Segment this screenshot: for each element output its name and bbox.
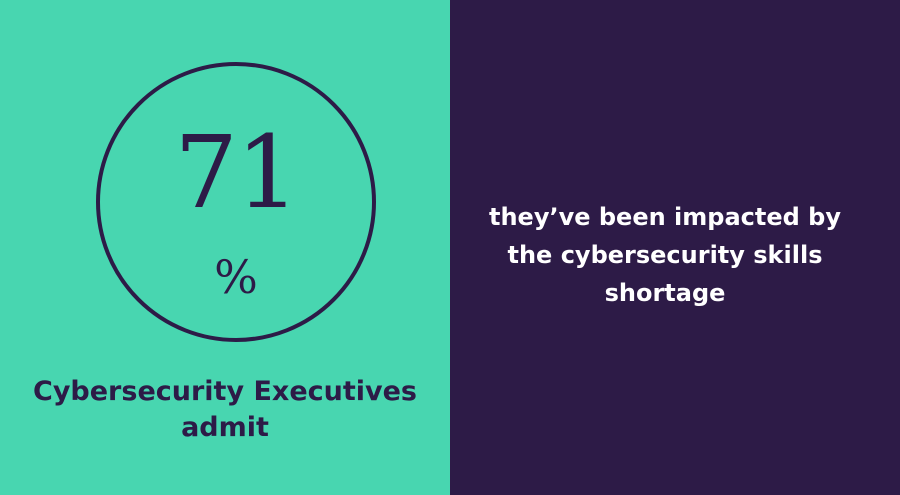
stat-percent-sign: % xyxy=(214,250,258,304)
left-caption-line-1: Cybersecurity Executives xyxy=(33,376,417,407)
right-caption-line-2: the cybersecurity skills xyxy=(507,241,823,269)
right-caption-line-1: they’ve been impacted by xyxy=(489,203,841,231)
right-caption: they’ve been impacted by the cybersecuri… xyxy=(450,198,880,312)
right-panel xyxy=(450,0,900,495)
left-caption-line-2: admit xyxy=(181,412,269,443)
right-caption-line-3: shortage xyxy=(604,279,726,307)
left-panel: 71 % xyxy=(0,0,450,495)
stat-number: 71 xyxy=(174,114,299,231)
left-caption: Cybersecurity Executives admit xyxy=(0,374,450,446)
stat-circle: 71 % xyxy=(96,62,376,342)
